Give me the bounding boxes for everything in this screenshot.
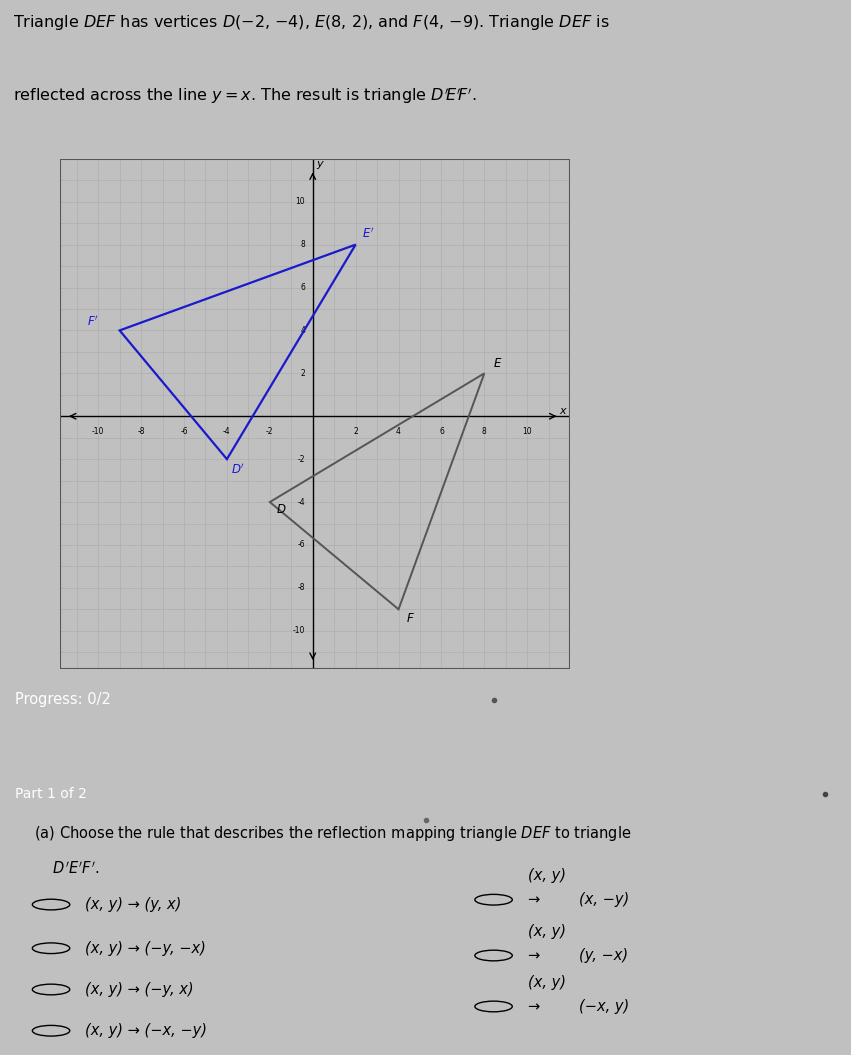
Text: →: → [528,948,540,963]
Text: 6: 6 [439,427,444,436]
Text: -2: -2 [298,455,306,463]
Text: 10: 10 [295,197,306,206]
Text: (x, y) → (y, x): (x, y) → (y, x) [85,897,181,913]
Text: $D$: $D$ [277,503,287,516]
Text: 2: 2 [353,427,358,436]
Text: (y, −x): (y, −x) [579,948,628,963]
Text: →: → [528,893,540,907]
Text: 2: 2 [300,369,306,378]
Text: -10: -10 [293,627,306,635]
Text: 8: 8 [482,427,487,436]
Text: $F'$: $F'$ [88,314,100,329]
Text: (x, y) → (−y, −x): (x, y) → (−y, −x) [85,941,206,956]
Text: -10: -10 [92,427,105,436]
Text: -4: -4 [223,427,231,436]
Text: (x, y) → (−x, −y): (x, y) → (−x, −y) [85,1023,207,1038]
Text: 8: 8 [300,241,306,249]
Text: Part 1 of 2: Part 1 of 2 [15,787,87,801]
Text: -8: -8 [298,583,306,592]
Text: $F$: $F$ [406,612,415,626]
Text: (x, y) → (−y, x): (x, y) → (−y, x) [85,982,194,997]
Text: 6: 6 [300,283,306,292]
Text: $D'$: $D'$ [231,463,245,477]
Text: →: → [528,999,540,1014]
Text: (x, y): (x, y) [528,868,566,883]
Text: -6: -6 [298,540,306,550]
Text: $y$: $y$ [316,159,325,171]
Text: (x, y): (x, y) [528,924,566,939]
Text: $E$: $E$ [493,357,502,370]
Text: 4: 4 [300,326,306,334]
Text: -6: -6 [180,427,188,436]
Text: -2: -2 [266,427,273,436]
Text: Progress: 0/2: Progress: 0/2 [15,692,111,708]
Text: (x, y): (x, y) [528,975,566,990]
Text: $E'$: $E'$ [362,227,374,242]
Text: -4: -4 [298,498,306,506]
Text: -8: -8 [137,427,145,436]
Text: $\mathit{D'E'F'}$.: $\mathit{D'E'F'}$. [34,861,100,878]
Text: $x$: $x$ [559,406,568,416]
Text: 10: 10 [523,427,532,436]
Text: (−x, y): (−x, y) [579,999,629,1014]
Text: 4: 4 [396,427,401,436]
Text: Triangle $\mathit{DEF}$ has vertices $\mathit{D}$(−2, −4), $\mathit{E}$(8, 2), a: Triangle $\mathit{DEF}$ has vertices $\m… [13,13,609,33]
Text: (a) Choose the rule that describes the reflection mapping triangle $\mathit{DEF}: (a) Choose the rule that describes the r… [34,825,631,844]
Text: reflected across the line $y$ = $x$. The result is triangle $\mathit{D'\!E'\!F'}: reflected across the line $y$ = $x$. The… [13,85,477,106]
Text: (x, −y): (x, −y) [579,893,629,907]
